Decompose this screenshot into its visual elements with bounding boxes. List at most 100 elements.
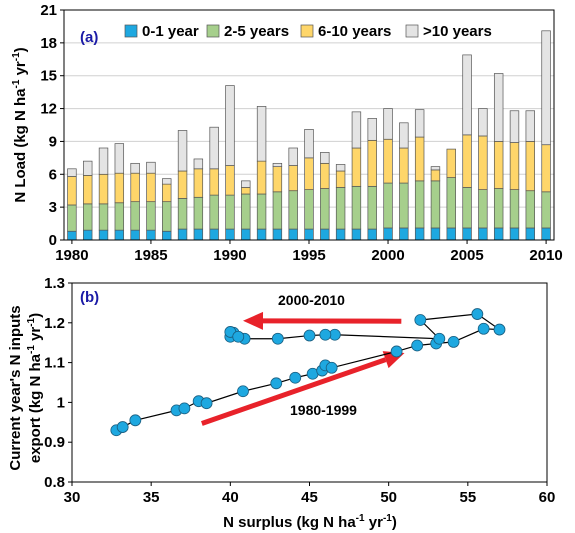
bar-segment-2001-series-2 — [399, 147, 409, 184]
bar-segment-1993-series-1 — [272, 191, 283, 230]
scatter-point-7 — [237, 385, 249, 398]
bar-segment-2008-series-1 — [509, 189, 520, 229]
bar-segment-2009-series-2 — [525, 141, 535, 192]
bar-segment-2010-series-0 — [541, 227, 551, 241]
bar-segment-1991-series-1 — [241, 193, 251, 230]
scatter-point-22 — [433, 332, 446, 345]
panel-b-chart: 0.8 0.9 1 1.1 1.2 1.3 30 35 40 45 50 55 60 (b) 2000… — [7, 275, 555, 531]
bar-segment-1985-series-3 — [146, 161, 156, 174]
scatter-point-14 — [390, 345, 403, 358]
bar-segment-2009-series-1 — [525, 190, 535, 229]
bar-segment-2010-series-3 — [541, 30, 551, 146]
scatter-point-21 — [414, 314, 427, 326]
bar-segment-1997-series-0 — [335, 228, 346, 241]
bar-segment-2000-series-1 — [383, 182, 393, 229]
bar-segment-1987-series-0 — [177, 228, 188, 241]
legend-swatch-0 — [124, 24, 138, 38]
bar-segment-1993-series-3 — [272, 162, 283, 167]
bar-segment-1980-series-1 — [67, 204, 77, 232]
panel-b-y-tick-label: 1.2 — [44, 315, 65, 332]
bar-segment-2008-series-0 — [509, 227, 520, 241]
bar-segment-1984-series-1 — [130, 201, 140, 231]
bar-segment-1994-series-1 — [288, 190, 298, 230]
bar-segment-1985-series-1 — [146, 201, 156, 231]
bar-segment-1989-series-3 — [209, 126, 219, 170]
scatter-point-13 — [325, 361, 338, 374]
bar-segment-2007-series-3 — [493, 73, 504, 142]
bar-segment-1993-series-2 — [272, 166, 283, 193]
bar-segment-1999-series-3 — [367, 118, 377, 141]
bar-segment-1988-series-2 — [193, 168, 204, 198]
bar-segment-1982-series-0 — [98, 229, 109, 241]
bar-segment-1994-series-0 — [288, 228, 298, 241]
bar-segment-1981-series-1 — [83, 203, 93, 231]
bar-segment-1988-series-3 — [193, 158, 204, 170]
panel-a-y-tick-label: 3 — [49, 199, 57, 216]
scatter-point-18 — [477, 322, 490, 335]
bar-segment-2007-series-2 — [493, 141, 504, 189]
panel-b-x-tick-label: 50 — [380, 489, 397, 506]
bar-segment-1988-series-0 — [193, 228, 204, 241]
bar-segment-1991-series-3 — [241, 180, 251, 188]
legend-label-0: 0-1 year — [142, 23, 199, 40]
panel-a-x-tick-label: 1990 — [213, 247, 246, 264]
bar-segment-2001-series-0 — [399, 227, 409, 241]
panel-a-x-tick-label: 2010 — [529, 247, 562, 264]
scatter-point-17 — [447, 336, 460, 348]
panel-a-y-axis-title: N Load (kg N ha-1 yr-1) — [11, 47, 29, 202]
panel-a-y-tick-label: 21 — [40, 2, 57, 19]
bar-segment-1984-series-2 — [130, 172, 140, 203]
panel-a-x-tick-label: 1985 — [134, 247, 167, 264]
bar-segment-1997-series-1 — [335, 187, 346, 230]
bar-segment-1995-series-0 — [304, 228, 314, 241]
bar-segment-2002-series-2 — [414, 136, 425, 182]
bar-segment-1986-series-3 — [162, 178, 172, 185]
bar-segment-1997-series-3 — [335, 164, 346, 172]
panel-b-x-tick-label: 45 — [301, 489, 318, 506]
bar-segment-2006-series-1 — [478, 189, 488, 229]
bar-segment-1991-series-2 — [241, 187, 251, 195]
bar-segment-1986-series-1 — [162, 201, 172, 232]
bar-segment-1982-series-3 — [98, 147, 109, 175]
bar-segment-1992-series-0 — [256, 228, 267, 241]
bar-segment-2000-series-2 — [383, 138, 393, 184]
panel-b-y-axis-title-line2: export (kg N ha-1 yr-1) — [26, 313, 44, 463]
bar-segment-2001-series-1 — [399, 182, 409, 229]
bar-segment-2009-series-0 — [525, 227, 535, 241]
panel-b-y-tick-label: 1 — [57, 394, 65, 411]
bar-segment-1991-series-0 — [241, 228, 251, 241]
bar-segment-1980-series-0 — [67, 230, 77, 241]
bar-segment-2010-series-1 — [541, 191, 551, 229]
bar-segment-1985-series-2 — [146, 172, 156, 203]
bar-segment-1981-series-0 — [83, 229, 93, 241]
panel-b-x-tick-label: 40 — [222, 489, 239, 506]
arrow-1980-1999-shaft — [201, 357, 387, 426]
bar-segment-1983-series-1 — [114, 202, 125, 231]
bar-segment-1996-series-0 — [320, 228, 330, 241]
bar-segment-1985-series-0 — [146, 229, 156, 241]
bar-segment-2006-series-2 — [478, 135, 488, 190]
bar-segment-2008-series-3 — [509, 110, 520, 143]
panel-a-chart: 0 3 6 9 12 15 18 21 1980 1985 1990 1995 2000 2005 201… — [11, 2, 563, 264]
bar-segment-2010-series-2 — [541, 144, 551, 193]
bar-segment-2005-series-1 — [462, 187, 472, 229]
bar-segment-1998-series-3 — [351, 111, 362, 149]
panel-a-label: (a) — [80, 29, 98, 46]
scatter-point-31 — [232, 330, 245, 343]
bar-segment-1982-series-1 — [98, 203, 109, 231]
scatter-point-2 — [129, 414, 142, 427]
scatter-point-4 — [178, 402, 191, 415]
panel-b-y-tick-label: 1.1 — [44, 355, 65, 372]
scatter-point-24 — [319, 328, 332, 341]
bar-segment-2003-series-2 — [430, 169, 441, 182]
panel-a-y-tick-label: 15 — [40, 68, 57, 85]
bar-segment-2002-series-3 — [414, 109, 425, 138]
bar-segment-2007-series-1 — [493, 188, 504, 229]
bar-segment-1983-series-3 — [114, 143, 125, 174]
arrow-2000-2010-head — [243, 311, 264, 330]
bar-segment-2002-series-0 — [414, 227, 425, 241]
bar-segment-2009-series-3 — [525, 110, 535, 142]
bar-segment-1994-series-2 — [288, 165, 298, 192]
bar-segment-1990-series-2 — [225, 165, 235, 196]
bar-segment-1987-series-1 — [177, 198, 188, 230]
